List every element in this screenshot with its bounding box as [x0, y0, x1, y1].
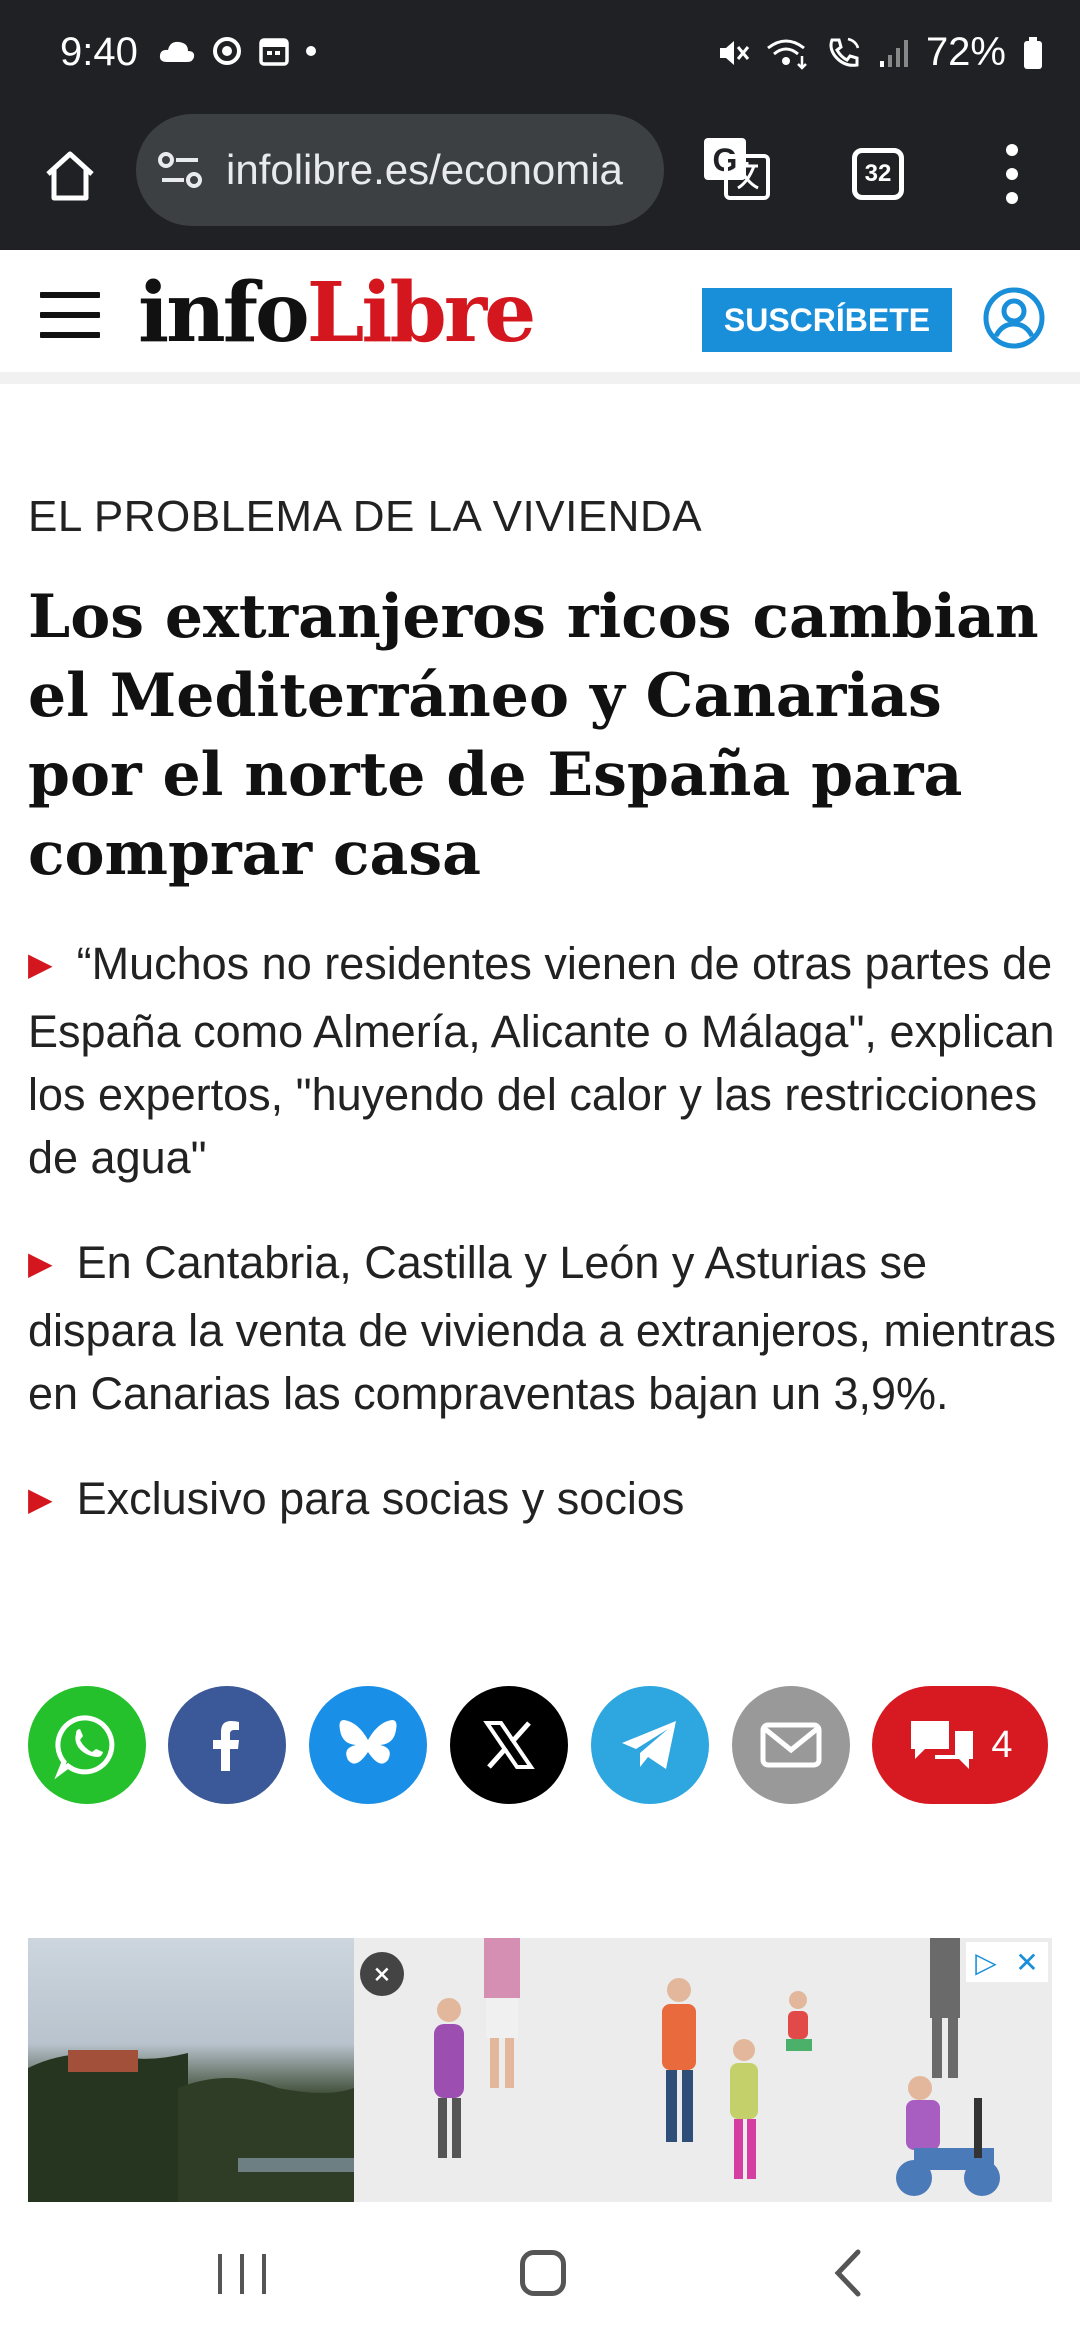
browser-toolbar: infolibre.es/economia G 32: [0, 110, 1080, 250]
site-logo[interactable]: infoLibre: [138, 272, 536, 354]
telegram-icon: [622, 1721, 676, 1769]
summary-bullet: ▶ “Muchos no residentes vienen de otras p…: [28, 932, 1058, 1189]
ad-close-icon[interactable]: ✕: [1015, 1945, 1039, 1979]
share-buttons: 4: [28, 1686, 1052, 1804]
ad-choices-icon[interactable]: ▷ ✕: [966, 1942, 1048, 1982]
battery-icon: [1024, 36, 1042, 69]
back-icon: [834, 2249, 861, 2297]
summary-text: En Cantabria, Castilla y León y Asturias…: [28, 1237, 1057, 1419]
red-triangle-icon: ▶: [28, 1245, 53, 1281]
wifi-calling-icon: [767, 39, 807, 70]
facebook-icon: [213, 1721, 239, 1771]
facebook-share-button[interactable]: [168, 1686, 286, 1804]
ad-close-button[interactable]: ×: [360, 1952, 404, 1996]
signal-icon: [879, 39, 908, 67]
summary-text: “Muchos no residentes vienen de otras pa…: [28, 938, 1055, 1183]
translate-button[interactable]: G: [700, 132, 772, 204]
menu-dot: [1006, 192, 1018, 204]
person-figure: [662, 1978, 696, 2142]
article-kicker[interactable]: EL PROBLEMA DE LA VIVIENDA: [28, 492, 703, 541]
logo-libre: Libre: [306, 265, 537, 361]
telegram-share-button[interactable]: [591, 1686, 709, 1804]
ad-photo: [28, 1938, 354, 2202]
comment-count: 4: [991, 1723, 1013, 1766]
logo-info: info: [138, 265, 310, 361]
advertisement-banner[interactable]: × ▷ ✕: [28, 1938, 1052, 2202]
bluesky-icon: [339, 1720, 397, 1764]
menu-dot: [1006, 144, 1018, 156]
dot-icon: [306, 46, 316, 56]
recents-button[interactable]: [218, 2254, 266, 2294]
tab-switcher-button[interactable]: 32: [852, 148, 904, 200]
status-time: 9:40: [60, 30, 138, 74]
back-button[interactable]: [828, 2248, 868, 2298]
subscribe-button[interactable]: SUSCRÍBETE: [702, 288, 952, 352]
home-button[interactable]: [34, 140, 106, 212]
cloud-icon: [159, 41, 195, 62]
ad-info-icon: ▷: [975, 1945, 997, 1979]
summary-bullet: ▶ Exclusivo para socias y socios: [28, 1467, 1058, 1535]
user-account-button[interactable]: [982, 286, 1046, 350]
summary-text: Exclusivo para socias y socios: [76, 1473, 685, 1524]
person-figure: [730, 2039, 758, 2179]
summary-bullet: ▶ En Cantabria, Castilla y León y Asturia…: [28, 1231, 1058, 1425]
email-icon: [760, 1722, 822, 1768]
email-share-button[interactable]: [732, 1686, 850, 1804]
battery-percent: 72%: [925, 30, 1006, 74]
red-triangle-icon: ▶: [28, 1481, 53, 1517]
whatsapp-share-button[interactable]: [28, 1686, 146, 1804]
person-figure: [896, 2076, 1000, 2196]
system-nav-bar: [0, 2202, 1080, 2340]
status-bar: 9:40 72%: [0, 0, 1080, 110]
overflow-menu-button[interactable]: [1000, 144, 1024, 204]
site-header: infoLibre SUSCRÍBETE: [0, 250, 1080, 384]
flower-icon: [213, 37, 241, 65]
whatsapp-icon: [54, 1715, 115, 1780]
wifi-call-icon: [829, 37, 860, 67]
home-icon: [46, 151, 94, 201]
article-summary: ▶ “Muchos no residentes vienen de otras p…: [28, 932, 1058, 1577]
person-figure: [484, 1938, 520, 2088]
person-figure: [930, 1938, 960, 2078]
article-headline: Los extranjeros ricos cambian el Mediter…: [28, 582, 1039, 889]
ad-illustration: [354, 1938, 1052, 2202]
status-left-icons: [158, 34, 318, 68]
person-figure: [434, 1998, 464, 2158]
menu-dot: [1006, 168, 1018, 180]
bluesky-share-button[interactable]: [309, 1686, 427, 1804]
x-icon: [483, 1721, 535, 1769]
mute-icon: [719, 40, 750, 65]
hamburger-menu-icon[interactable]: [40, 292, 100, 338]
address-bar[interactable]: infolibre.es/economia: [136, 114, 664, 226]
comments-icon: [911, 1721, 974, 1769]
person-figure: [786, 1991, 812, 2051]
calendar-icon: [259, 38, 289, 66]
user-icon: [983, 287, 1045, 349]
comments-button[interactable]: 4: [872, 1686, 1048, 1804]
site-settings-icon[interactable]: [158, 150, 204, 190]
red-triangle-icon: ▶: [28, 946, 53, 982]
url-text[interactable]: infolibre.es/economia: [226, 146, 623, 193]
x-share-button[interactable]: [450, 1686, 568, 1804]
translate-icon: G: [704, 138, 770, 200]
nav-home-button[interactable]: [520, 2250, 566, 2296]
status-right: 72%: [716, 30, 1044, 75]
